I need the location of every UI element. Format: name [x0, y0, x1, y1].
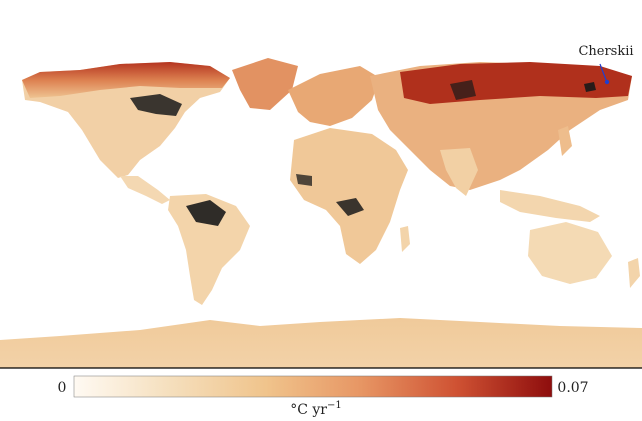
- no-data-canada-shield: [130, 94, 182, 116]
- japan: [558, 126, 572, 156]
- no-data-west-africa: [296, 174, 312, 186]
- new-zealand: [628, 258, 640, 288]
- europe: [288, 66, 380, 126]
- maritime-southeast-asia: [500, 190, 600, 222]
- no-data-amazon: [186, 200, 226, 226]
- no-data-siberia: [450, 80, 476, 100]
- colorbar-min-label: 0: [58, 380, 67, 396]
- cherskii-marker: [604, 79, 610, 85]
- colorbar-max-label: 0.07: [557, 380, 588, 396]
- south-america: [168, 194, 250, 305]
- no-data-regions: [130, 80, 596, 226]
- colorbar-ramp: [73, 375, 553, 398]
- no-data-congo: [336, 198, 364, 216]
- no-data-east-siberia: [584, 82, 596, 92]
- india: [440, 148, 478, 196]
- north-america-arctic: [22, 62, 230, 98]
- land-masses: [0, 58, 642, 368]
- central-america: [120, 176, 170, 204]
- cherskii-leader-line: [599, 63, 607, 81]
- cherskii-label: Cherskii: [578, 44, 633, 59]
- colorbar-unit: °C yr−1: [290, 400, 342, 418]
- madagascar: [400, 226, 410, 252]
- australia: [528, 222, 612, 284]
- colorbar: 0 0.07 °C yr−1: [58, 375, 589, 418]
- antarctica: [0, 318, 642, 368]
- greenland: [232, 58, 298, 110]
- africa: [290, 128, 408, 264]
- cherskii-annotation: Cherskii: [578, 44, 634, 85]
